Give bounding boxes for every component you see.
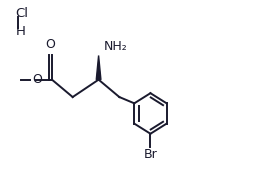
- Text: Br: Br: [144, 148, 157, 161]
- Text: O: O: [32, 73, 42, 86]
- Polygon shape: [96, 55, 101, 80]
- Text: H: H: [16, 25, 25, 38]
- Text: NH₂: NH₂: [103, 40, 127, 53]
- Text: O: O: [45, 38, 55, 51]
- Text: Cl: Cl: [16, 7, 29, 20]
